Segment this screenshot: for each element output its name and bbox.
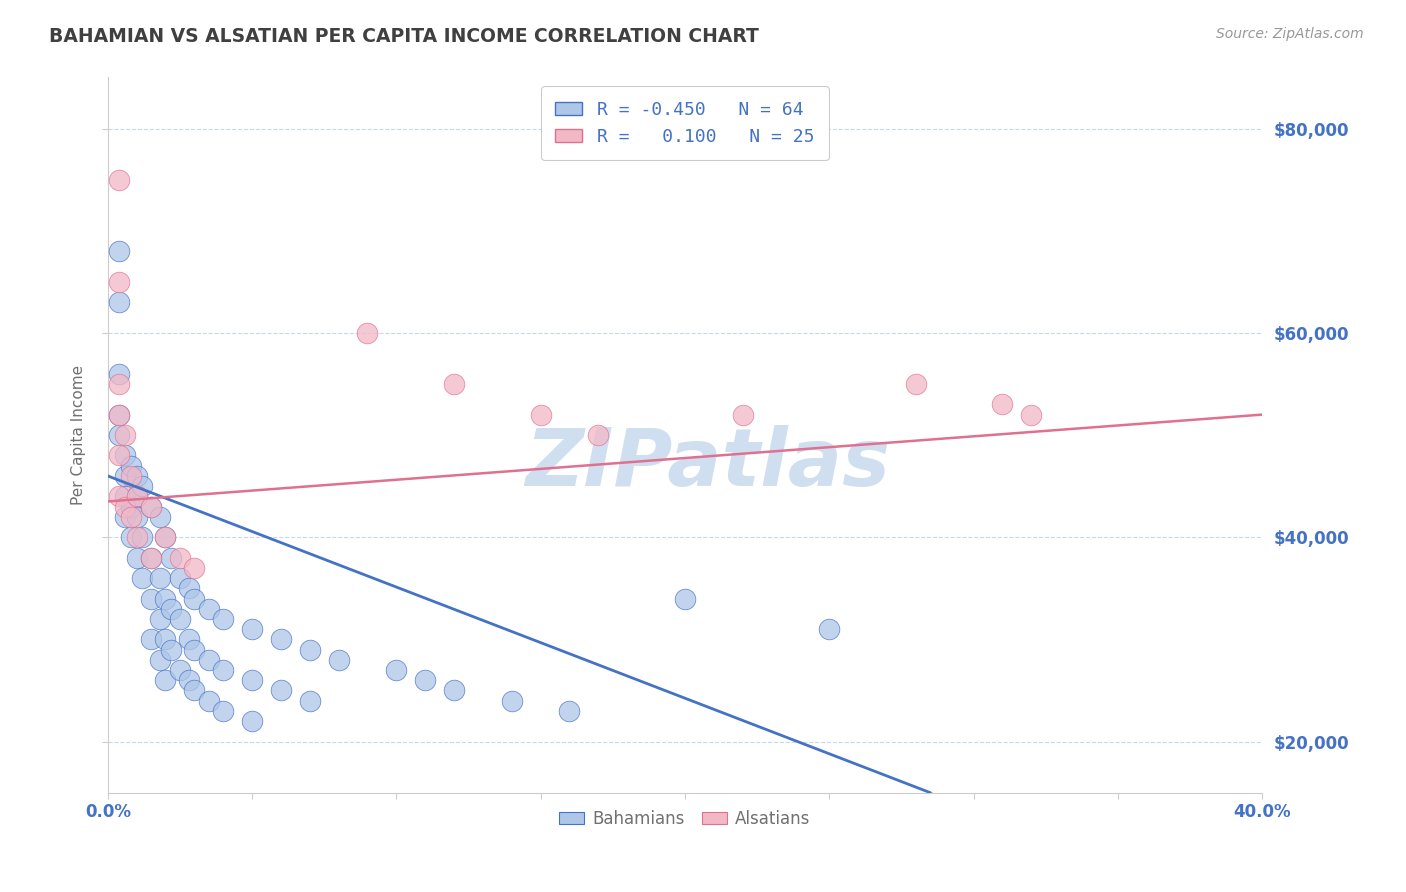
Point: [356, 326, 378, 340]
Point: [731, 408, 754, 422]
Point: [183, 561, 205, 575]
Point: [108, 295, 131, 310]
Point: [443, 683, 465, 698]
Point: [108, 449, 131, 463]
Point: [108, 408, 131, 422]
Point: [114, 489, 136, 503]
Point: [108, 428, 131, 442]
Point: [240, 622, 263, 636]
Point: [183, 642, 205, 657]
Point: [125, 489, 148, 503]
Text: ZIPatlas: ZIPatlas: [526, 425, 890, 503]
Point: [443, 376, 465, 391]
Point: [160, 642, 183, 657]
Point: [120, 530, 142, 544]
Point: [1019, 408, 1042, 422]
Point: [120, 509, 142, 524]
Point: [169, 663, 191, 677]
Point: [169, 550, 191, 565]
Point: [139, 632, 162, 647]
Point: [177, 632, 200, 647]
Point: [120, 500, 142, 514]
Point: [328, 653, 350, 667]
Point: [183, 591, 205, 606]
Point: [108, 489, 131, 503]
Text: Source: ZipAtlas.com: Source: ZipAtlas.com: [1216, 27, 1364, 41]
Point: [114, 469, 136, 483]
Point: [501, 694, 523, 708]
Point: [108, 172, 131, 186]
Point: [114, 428, 136, 442]
Point: [139, 591, 162, 606]
Point: [530, 408, 553, 422]
Point: [114, 500, 136, 514]
Point: [131, 571, 153, 585]
Point: [120, 469, 142, 483]
Point: [818, 622, 841, 636]
Point: [413, 673, 436, 688]
Point: [108, 408, 131, 422]
Point: [160, 550, 183, 565]
Point: [197, 653, 219, 667]
Point: [212, 663, 235, 677]
Point: [177, 582, 200, 596]
Point: [114, 509, 136, 524]
Point: [120, 458, 142, 473]
Point: [149, 653, 172, 667]
Point: [270, 632, 292, 647]
Point: [155, 632, 177, 647]
Point: [149, 509, 172, 524]
Point: [160, 601, 183, 615]
Point: [155, 530, 177, 544]
Y-axis label: Per Capita Income: Per Capita Income: [72, 365, 86, 505]
Point: [108, 244, 131, 259]
Point: [197, 694, 219, 708]
Point: [155, 673, 177, 688]
Point: [177, 673, 200, 688]
Text: BAHAMIAN VS ALSATIAN PER CAPITA INCOME CORRELATION CHART: BAHAMIAN VS ALSATIAN PER CAPITA INCOME C…: [49, 27, 759, 45]
Point: [197, 601, 219, 615]
Point: [298, 694, 321, 708]
Point: [169, 571, 191, 585]
Point: [125, 489, 148, 503]
Point: [212, 612, 235, 626]
Point: [139, 550, 162, 565]
Point: [991, 397, 1014, 411]
Point: [169, 612, 191, 626]
Point: [240, 673, 263, 688]
Point: [125, 469, 148, 483]
Point: [149, 612, 172, 626]
Point: [139, 500, 162, 514]
Point: [108, 376, 131, 391]
Point: [155, 530, 177, 544]
Point: [108, 275, 131, 289]
Point: [183, 683, 205, 698]
Point: [904, 376, 927, 391]
Point: [212, 704, 235, 718]
Point: [240, 714, 263, 728]
Point: [139, 550, 162, 565]
Point: [108, 367, 131, 381]
Point: [125, 550, 148, 565]
Point: [114, 449, 136, 463]
Point: [588, 428, 610, 442]
Point: [125, 509, 148, 524]
Legend: Bahamians, Alsatians: Bahamians, Alsatians: [553, 803, 817, 834]
Point: [298, 642, 321, 657]
Point: [139, 500, 162, 514]
Point: [131, 530, 153, 544]
Point: [558, 704, 581, 718]
Point: [385, 663, 408, 677]
Point: [673, 591, 696, 606]
Point: [155, 591, 177, 606]
Point: [270, 683, 292, 698]
Point: [131, 479, 153, 493]
Point: [149, 571, 172, 585]
Point: [125, 530, 148, 544]
